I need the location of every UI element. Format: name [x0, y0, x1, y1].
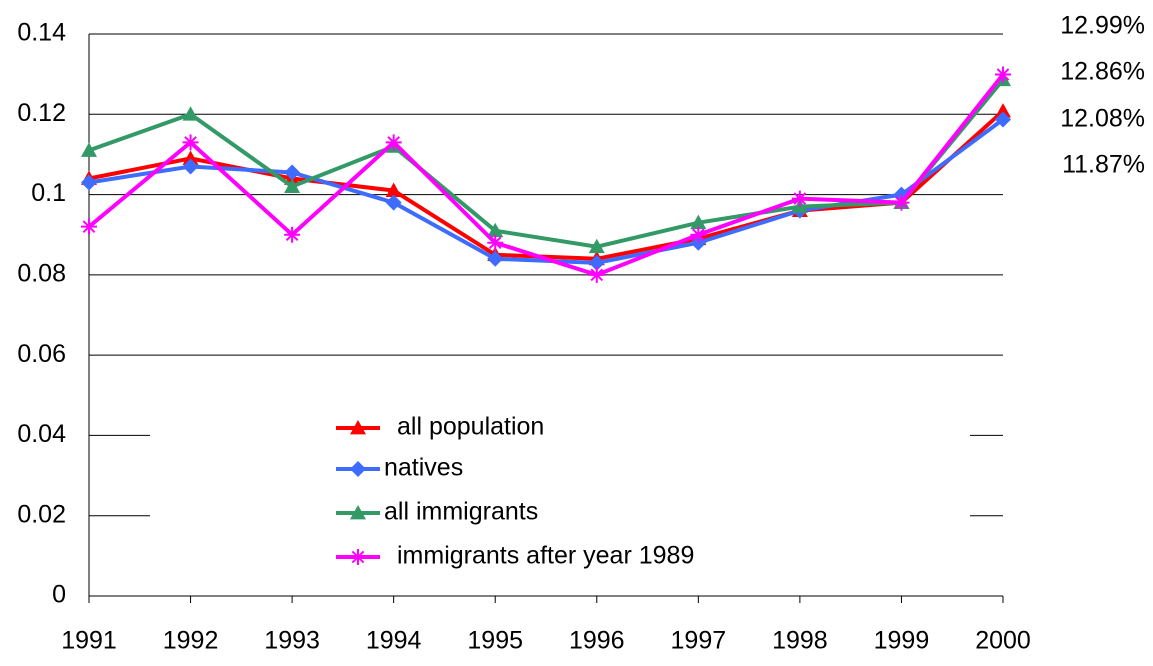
point: [487, 234, 504, 251]
point: [182, 106, 199, 121]
value-label: 11.87%: [1062, 151, 1145, 179]
point: [350, 461, 366, 477]
point: [350, 420, 366, 435]
x-tick-label: 1991: [61, 627, 117, 655]
point: [81, 142, 97, 157]
point: [995, 103, 1011, 118]
series-line: [88, 109, 1005, 261]
point: [487, 222, 504, 238]
x-tick-label: 1995: [467, 627, 523, 655]
x-tick-label: 1993: [264, 627, 320, 655]
x-tick-label: 1998: [772, 627, 828, 655]
point: [893, 194, 910, 211]
x-tick-label: 2000: [975, 627, 1031, 655]
point: [690, 226, 707, 243]
y-tick-label: 0.04: [17, 420, 66, 448]
y-tick-label: 0.08: [17, 259, 66, 287]
series-line: [87, 73, 1005, 277]
point: [995, 66, 1011, 83]
point: [81, 174, 97, 191]
legend-label: immigrants after year 1989: [397, 542, 694, 570]
point: [588, 238, 605, 254]
point: [284, 226, 301, 243]
point: [791, 190, 808, 207]
legend-label: all immigrants: [384, 498, 538, 526]
point: [385, 134, 402, 151]
point: [284, 164, 301, 181]
x-tick-label: 1996: [569, 627, 625, 655]
legend-label: natives: [384, 454, 463, 482]
series: [81, 66, 1011, 283]
point: [995, 111, 1011, 128]
point: [487, 250, 504, 267]
y-tick-label: 0.02: [17, 500, 66, 528]
point: [182, 150, 199, 165]
y-tick-label: 0.1: [31, 179, 66, 207]
y-tick-label: 0.12: [17, 99, 66, 127]
legend-box: [150, 410, 970, 582]
y-tick-label: 0.06: [17, 340, 66, 368]
point: [284, 178, 301, 193]
y-tick-label: 0: [52, 581, 66, 609]
legend-label: all population: [397, 413, 544, 441]
point: [385, 182, 402, 197]
point: [182, 134, 199, 151]
value-label: 12.86%: [1060, 58, 1145, 86]
x-tick-label: 1994: [366, 627, 422, 655]
x-tick-label: 1997: [671, 627, 727, 655]
x-tick-label: 1992: [163, 627, 219, 655]
point: [350, 549, 366, 565]
point: [588, 266, 605, 283]
point: [81, 218, 97, 235]
point: [588, 254, 605, 271]
point: [690, 214, 707, 230]
series-line: [88, 78, 1005, 249]
point: [385, 194, 402, 211]
y-tick-label: 0.14: [17, 19, 66, 47]
x-tick-label: 1999: [874, 627, 930, 655]
point: [182, 158, 199, 175]
value-label: 12.99%: [1060, 12, 1145, 40]
series: [81, 103, 1011, 266]
point: [350, 505, 366, 520]
value-label: 12.08%: [1060, 105, 1145, 133]
